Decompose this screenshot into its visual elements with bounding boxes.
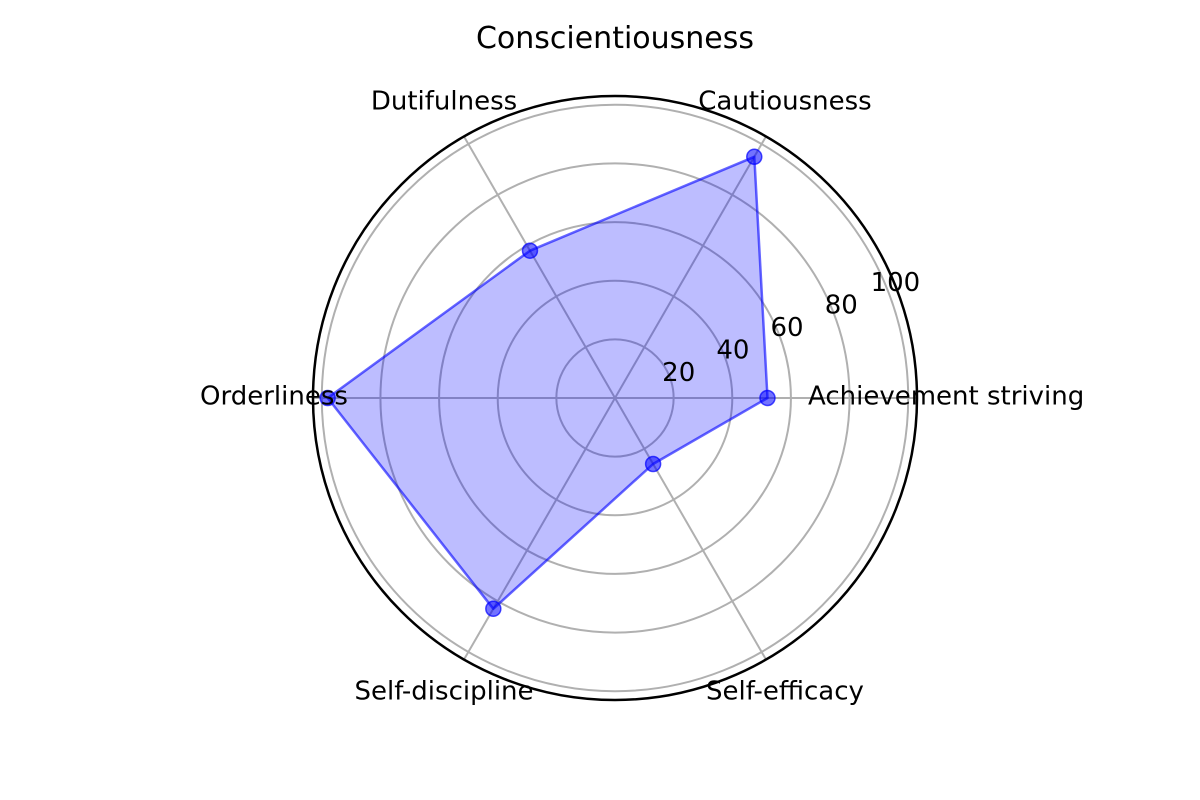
category-label-achievement-striving: Achievement striving bbox=[808, 382, 1084, 412]
labels: Achievement striving Cautiousness Dutifuln… bbox=[200, 87, 1084, 707]
series-layer bbox=[319, 148, 776, 618]
r-tick-label-20: 20 bbox=[662, 358, 695, 388]
spoke-4 bbox=[463, 397, 616, 661]
category-label-cautiousness: Cautiousness bbox=[698, 87, 871, 117]
r-tick-label-40: 40 bbox=[716, 335, 749, 365]
data-point-self-discipline bbox=[485, 600, 502, 618]
series-area bbox=[327, 156, 768, 609]
spoke-2 bbox=[463, 135, 616, 399]
r-tick-label-60: 60 bbox=[771, 313, 804, 343]
plot-frame bbox=[311, 94, 919, 702]
category-label-self-efficacy: Self-efficacy bbox=[706, 677, 864, 707]
chart-title: Conscientiousness bbox=[476, 21, 754, 56]
data-point-dutifulness bbox=[521, 242, 539, 259]
data-point-self-efficacy bbox=[644, 455, 662, 473]
polar-frame bbox=[311, 94, 919, 702]
data-point-orderliness bbox=[319, 389, 336, 407]
r-tick-label-80: 80 bbox=[825, 290, 858, 320]
category-label-dutifulness: Dutifulness bbox=[371, 87, 517, 117]
spoke-5 bbox=[614, 397, 767, 661]
category-label-orderliness: Orderliness bbox=[200, 382, 348, 412]
data-point-achievement-striving bbox=[759, 389, 776, 407]
category-label-self-discipline: Self-discipline bbox=[354, 677, 533, 707]
r-tick-label-100: 100 bbox=[871, 268, 921, 298]
spoke-1 bbox=[614, 135, 767, 399]
data-point-cautiousness bbox=[746, 148, 763, 166]
